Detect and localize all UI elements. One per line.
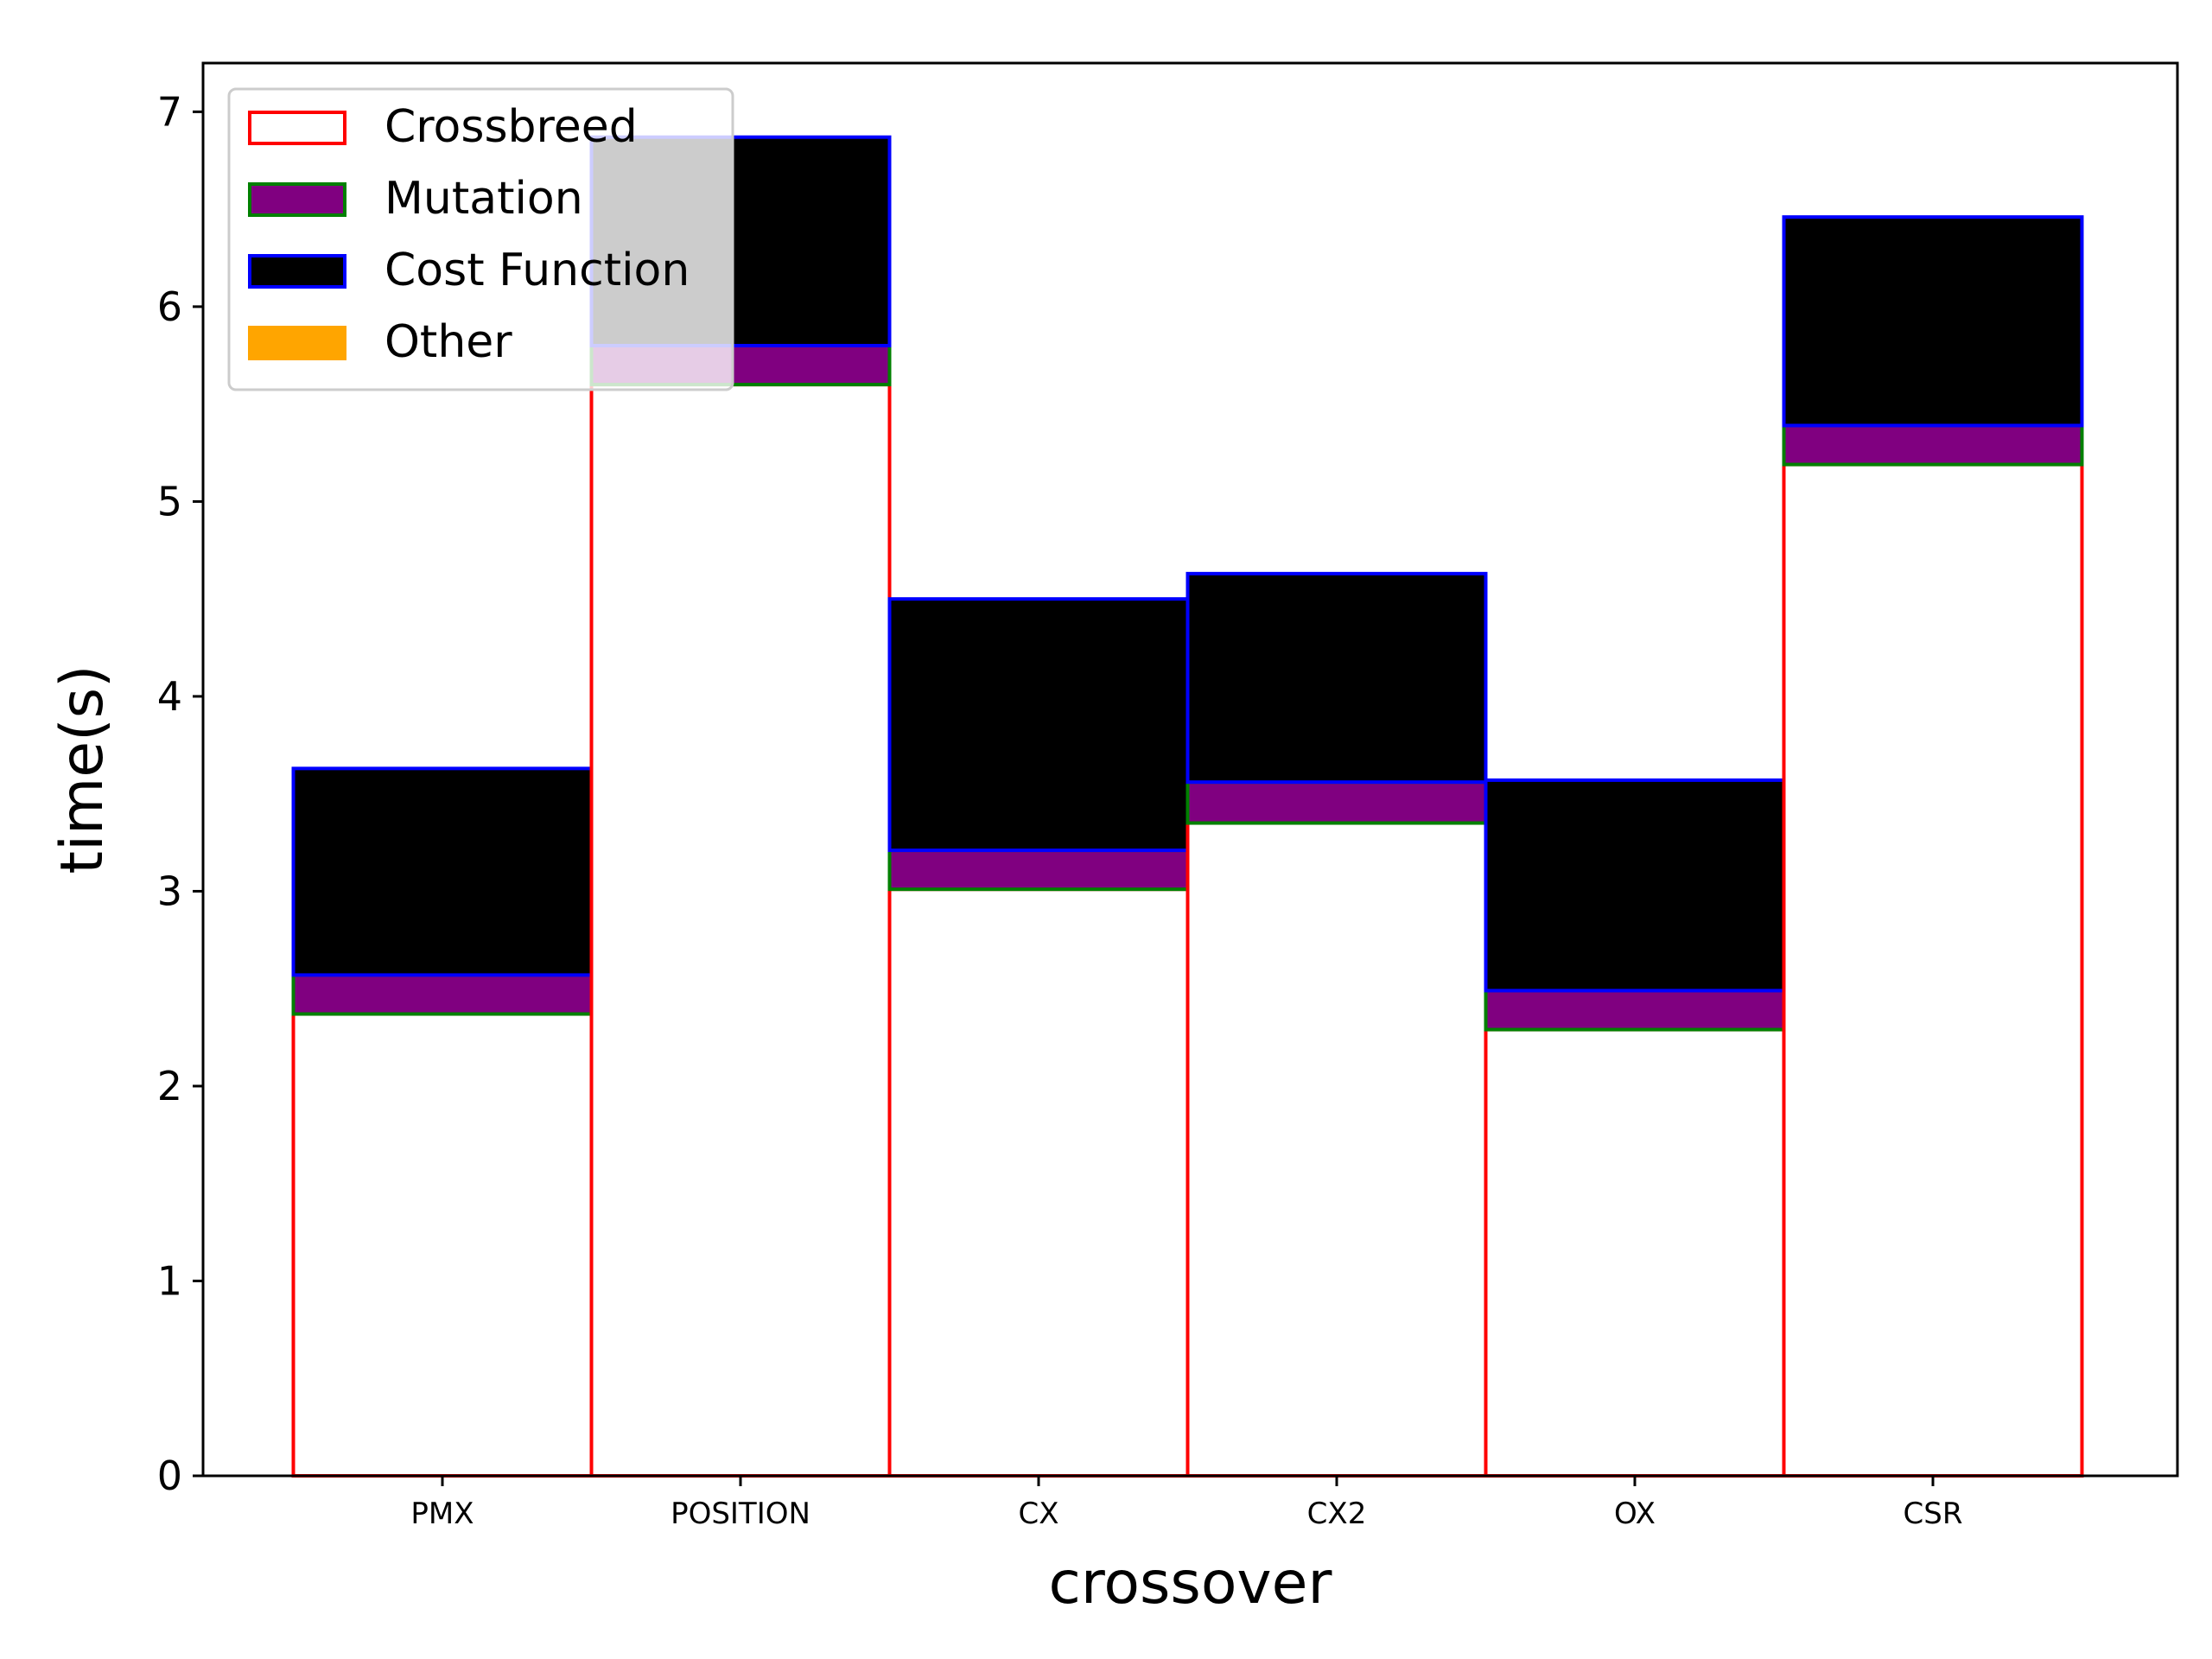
x-tick-label-cx2: CX2	[1307, 1497, 1367, 1531]
legend-box	[227, 87, 734, 391]
bar-crossbreed-position	[589, 383, 892, 1478]
y-tick-label: 1	[157, 1257, 182, 1304]
bar-mutation-cx	[887, 849, 1190, 892]
y-tick-label: 6	[157, 283, 182, 330]
bar-mutation-pmx	[291, 973, 594, 1016]
legend-swatch-mutation	[248, 182, 346, 217]
legend-label-cost-function: Cost Function	[385, 245, 690, 296]
y-tick-label: 7	[157, 88, 182, 135]
legend-label-other: Other	[385, 316, 512, 368]
legend-swatch-cost-function	[248, 254, 346, 289]
y-tick-label: 5	[157, 478, 182, 524]
bar-crossbreed-csr	[1782, 462, 2084, 1478]
legend-label-mutation: Mutation	[385, 173, 583, 225]
legend-swatch-other	[248, 326, 346, 360]
bar-cost-function-ox	[1484, 778, 1786, 993]
legend-swatch-crossbreed	[248, 111, 346, 145]
bar-crossbreed-pmx	[291, 1012, 594, 1478]
plot-frame	[201, 61, 2179, 1478]
bar-mutation-cx2	[1185, 780, 1488, 825]
y-axis-label: time(s)	[48, 664, 117, 874]
bar-crossbreed-cx	[887, 887, 1190, 1478]
x-tick-label-csr: CSR	[1904, 1497, 1963, 1531]
y-tick-label: 4	[157, 673, 182, 720]
x-tick-label-cx: CX	[1018, 1497, 1058, 1531]
y-tick-label: 0	[157, 1452, 182, 1499]
bar-cost-function-csr	[1782, 215, 2084, 428]
bar-cost-function-cx2	[1185, 571, 1488, 785]
bar-mutation-ox	[1484, 988, 1786, 1032]
x-axis-label: crossover	[1049, 1549, 1332, 1618]
bar-cost-function-cx	[887, 597, 1190, 853]
legend-label-crossbreed: Crossbreed	[385, 101, 638, 153]
bar-crossbreed-cx2	[1185, 821, 1488, 1478]
y-tick-label: 2	[157, 1063, 182, 1109]
x-tick-label-pmx: PMX	[410, 1497, 474, 1531]
bar-crossbreed-ox	[1484, 1027, 1786, 1478]
bar-mutation-csr	[1782, 423, 2084, 467]
x-tick-label-ox: OX	[1614, 1497, 1656, 1531]
bar-cost-function-pmx	[291, 766, 594, 977]
x-tick-label-position: POSITION	[671, 1497, 810, 1531]
y-tick-label: 3	[157, 868, 182, 914]
